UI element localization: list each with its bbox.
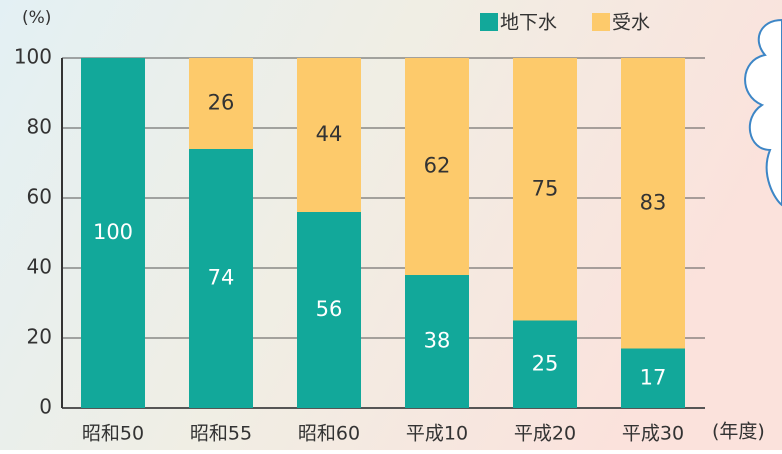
y-tick-label: 0: [39, 395, 52, 419]
data-label: 17: [640, 365, 667, 389]
data-label: 75: [532, 176, 559, 200]
x-tick-label: 昭和60: [298, 423, 360, 445]
x-tick-label: 平成30: [622, 423, 684, 445]
x-axis-label: (年度): [712, 421, 765, 443]
data-label: 83: [640, 190, 667, 214]
legend-label: 受水: [612, 12, 650, 34]
x-tick-label: 昭和55: [190, 423, 252, 445]
y-tick-label: 40: [27, 255, 52, 279]
data-label: 25: [532, 351, 559, 375]
data-label: 26: [208, 91, 235, 115]
chart: (%) (年度) 0 20 40 60 80 100 昭和50 100 昭和55 74 26 昭和60…: [0, 0, 782, 450]
legend-label: 地下水: [500, 12, 557, 34]
y-axis-label: (%): [22, 8, 51, 28]
x-tick-label: 平成20: [514, 423, 576, 445]
data-label: 62: [424, 154, 451, 178]
x-tick-label: 昭和50: [82, 423, 144, 445]
data-label: 44: [316, 122, 343, 146]
y-tick-label: 80: [27, 115, 52, 139]
data-label: 56: [316, 297, 343, 321]
x-tick-label: 平成10: [406, 423, 468, 445]
data-label: 74: [208, 266, 235, 290]
y-tick-label: 20: [27, 325, 52, 349]
legend-swatch: [480, 13, 498, 31]
y-tick-label: 60: [27, 185, 52, 209]
legend-swatch: [592, 13, 610, 31]
y-tick-label: 100: [14, 45, 52, 69]
data-label: 100: [93, 220, 133, 244]
data-label: 38: [424, 329, 451, 353]
